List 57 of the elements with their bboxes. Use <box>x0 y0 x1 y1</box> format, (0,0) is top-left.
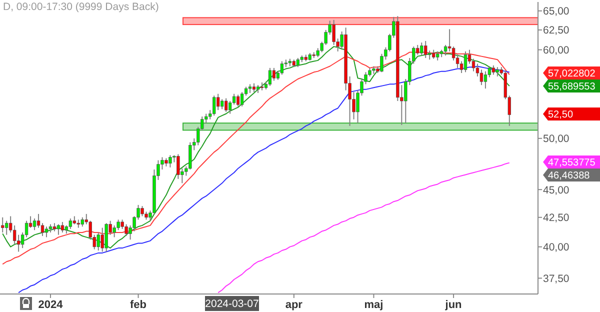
candlestick <box>96 232 100 251</box>
candlestick <box>32 218 36 231</box>
candlestick <box>420 42 424 56</box>
y-tick-label: 37,50 <box>543 272 570 285</box>
y-tick-label: 42,50 <box>543 212 570 224</box>
candlestick <box>216 93 220 111</box>
candlestick <box>220 98 224 110</box>
candlestick <box>236 94 240 107</box>
y-tick-label: 40,00 <box>543 242 570 254</box>
y-tick-label: 50,00 <box>543 133 570 146</box>
x-tick-label: jun <box>444 299 462 311</box>
text: 2024-03-07 <box>205 298 260 310</box>
x-tick-label: maj <box>364 299 384 311</box>
candlestick <box>4 220 8 236</box>
candlestick <box>0 216 4 233</box>
candlestick <box>484 70 488 90</box>
candlestick <box>176 154 180 180</box>
candlestick <box>464 50 468 73</box>
candlestick <box>268 67 272 86</box>
text: 46,46388 <box>548 170 590 182</box>
candlestick <box>272 67 276 82</box>
x-tick-label: apr <box>285 299 304 311</box>
candlestick <box>68 218 72 230</box>
x-tick-label: feb <box>130 299 147 311</box>
candlestick <box>80 216 84 228</box>
candlestick <box>472 58 476 72</box>
text: 57,022802 <box>548 68 596 80</box>
candlestick <box>112 224 116 238</box>
candlestick <box>188 142 192 170</box>
candlestick <box>436 50 440 61</box>
candlestick <box>56 224 60 236</box>
candlestick <box>100 227 104 252</box>
candlestick <box>60 221 64 233</box>
line-series <box>218 162 510 294</box>
text: 47,553775 <box>548 158 596 168</box>
candlestick <box>424 40 428 58</box>
y-tick-label: 60,00 <box>543 44 570 56</box>
candlestick <box>16 234 20 252</box>
candlestick <box>296 57 300 68</box>
candlestick <box>44 226 48 238</box>
candlestick <box>496 66 500 77</box>
y-tick-label: 45,00 <box>543 184 570 196</box>
x-tick-label: 2024 <box>38 299 64 311</box>
candlestick <box>124 224 128 237</box>
candlestick <box>40 222 44 237</box>
candlestick <box>332 19 336 46</box>
candlestick <box>104 222 108 252</box>
text: 52,50 <box>548 110 574 120</box>
y-tick-label: 65,00 <box>543 6 570 18</box>
candlestick <box>168 154 172 168</box>
candlestick <box>492 64 496 76</box>
candlestick <box>140 206 144 217</box>
candlestick <box>212 95 216 116</box>
text: 55,689553 <box>548 82 596 92</box>
y-tick-label: 62,50 <box>543 24 570 37</box>
candlestick <box>224 98 228 112</box>
chart-title: D, 09:00-17:30 (9999 Days Back) <box>3 1 159 13</box>
